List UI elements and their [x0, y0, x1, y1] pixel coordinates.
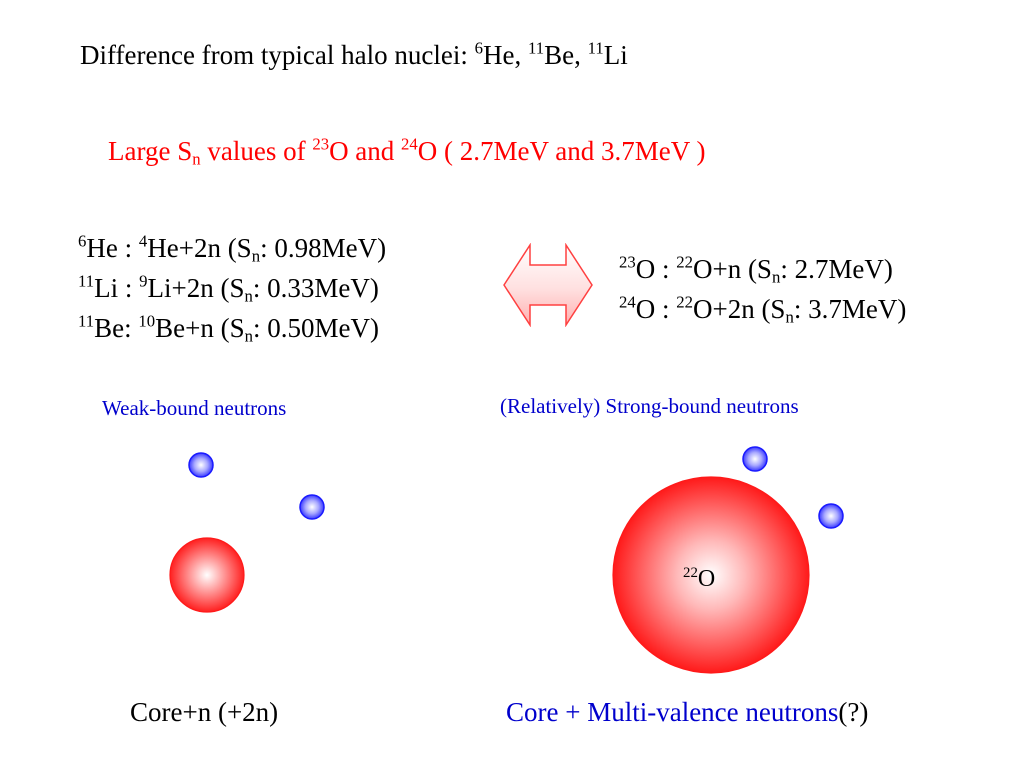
- strong-bound-caption: (Relatively) Strong-bound neutrons: [500, 394, 799, 418]
- neutron: [742, 446, 768, 472]
- list-item: 11Be: 10Be+n (Sn: 0.50MeV): [78, 311, 379, 346]
- neutron: [188, 452, 214, 478]
- core-multi-valence-label: Core + Multi-valence neutrons(?): [506, 697, 869, 727]
- list-item: 6He : 4He+2n (Sn: 0.98MeV): [78, 231, 387, 266]
- list-item: 23O : 22O+n (Sn: 2.7MeV): [619, 252, 893, 287]
- list-item: 11Li : 9Li+2n (Sn: 0.33MeV): [78, 271, 379, 306]
- core-label: 22O: [683, 564, 716, 592]
- oxygen-isotopes-list: 23O : 22O+n (Sn: 2.7MeV) 24O : 22O+2n (S…: [619, 249, 906, 329]
- list-item: 24O : 22O+2n (Sn: 3.7MeV): [619, 292, 907, 327]
- double-arrow-icon: [503, 243, 593, 327]
- core-n-label: Core+n (+2n): [130, 697, 279, 727]
- slide-title: Difference from typical halo nuclei: 6He…: [80, 38, 628, 70]
- neutron: [818, 503, 844, 529]
- small-core: [169, 537, 245, 613]
- sn-values-highlight: Large Sn values of 23O and 24O ( 2.7MeV …: [108, 134, 706, 169]
- neutron: [299, 494, 325, 520]
- large-core: [612, 476, 810, 674]
- halo-nuclei-list: 6He : 4He+2n (Sn: 0.98MeV) 11Li : 9Li+2n…: [78, 228, 386, 348]
- weak-bound-caption: Weak-bound neutrons: [102, 396, 287, 420]
